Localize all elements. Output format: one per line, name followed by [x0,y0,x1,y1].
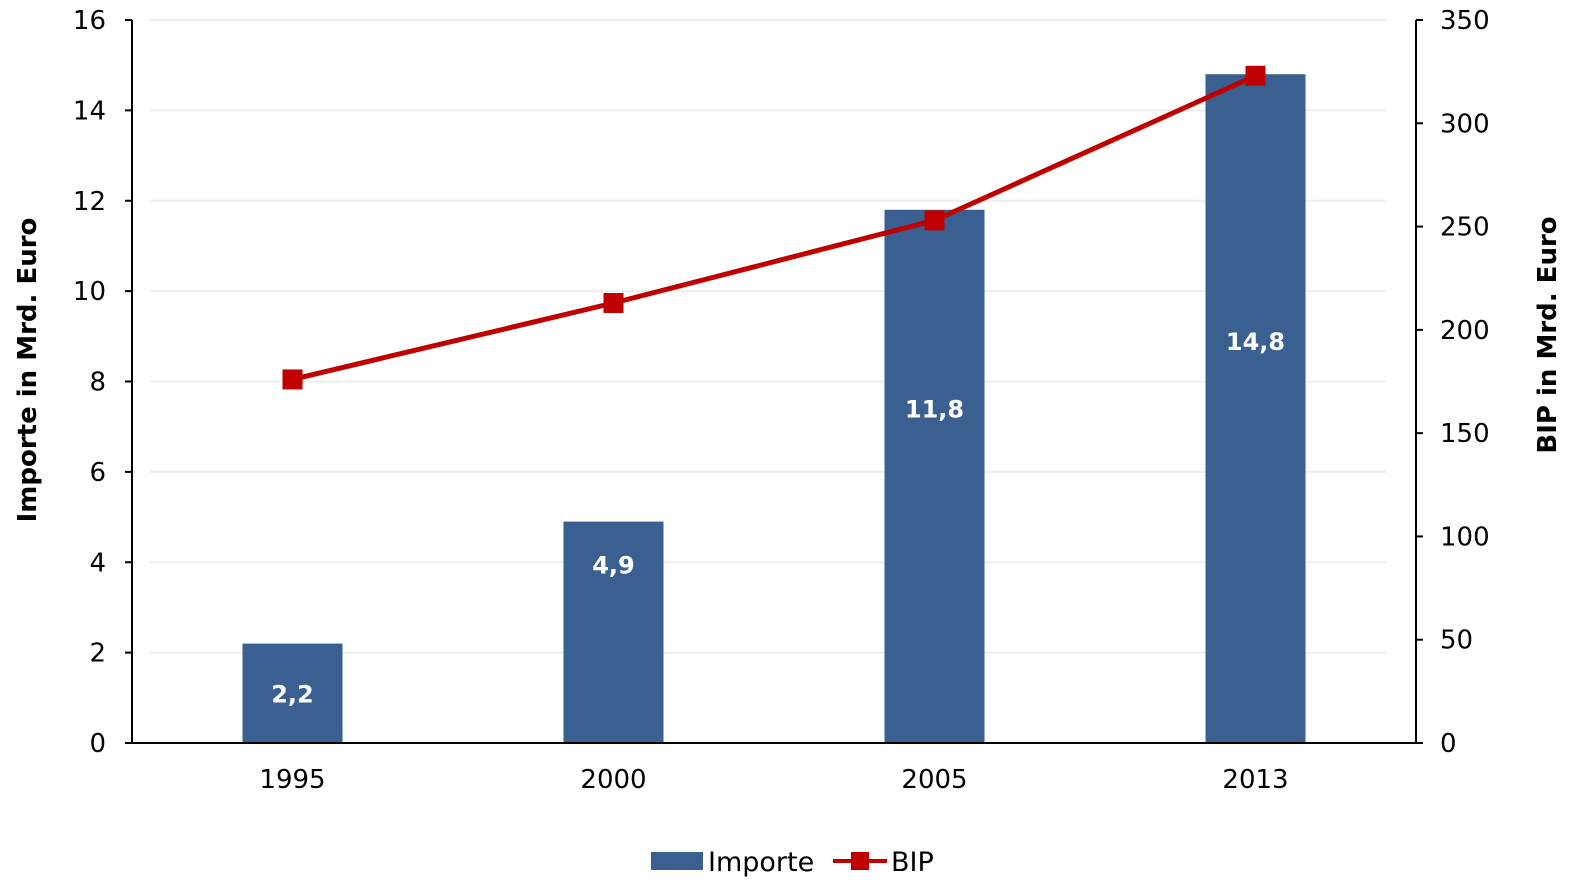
right-axis-ticks: 0 50 100 150 200 250 300 350 [1440,6,1490,759]
x-axis-ticks: 1995 2000 2005 2013 [259,765,1288,795]
right-tick-label: 150 [1440,419,1490,449]
left-tick-label: 14 [73,96,106,126]
left-tick-label: 12 [73,187,106,217]
left-tick-label: 8 [89,368,106,398]
legend-label-bip: BIP [891,847,934,878]
x-tick-label: 1995 [259,765,325,795]
left-tick-label: 10 [73,277,106,307]
line-series-bip [282,65,1266,390]
right-axis-title: BIP in Mrd. Euro [1533,216,1563,453]
bip-line [291,73,1257,382]
x-tick-label: 2013 [1222,765,1288,795]
legend: Importe BIP [651,847,934,878]
left-tick-label: 4 [89,548,106,578]
x-tick-label: 2005 [901,765,967,795]
bar-label-1995: 2,2 [271,680,314,708]
left-tick-label: 0 [89,729,106,759]
left-axis-title: Importe in Mrd. Euro [13,218,43,523]
bar-2005 [884,209,985,744]
bip-marker-1995 [282,369,303,390]
axes [125,19,1423,744]
left-tick-label: 2 [89,639,106,669]
x-tick-label: 2000 [580,765,646,795]
right-tick-label: 250 [1440,213,1490,243]
bar-2013 [1205,74,1306,744]
bip-marker-2013 [1245,65,1266,86]
gridlines [150,19,1386,654]
bip-marker-2005 [924,210,945,231]
bar-2000 [563,521,664,743]
bar-series-importe [242,74,1306,744]
legend-swatch-importe [651,852,703,870]
legend-swatch-bip-marker [851,852,869,870]
right-tick-label: 200 [1440,316,1490,346]
left-tick-label: 6 [89,458,106,488]
bar-label-2000: 4,9 [592,552,635,580]
bip-marker-2000 [603,293,624,314]
bar-label-2005: 11,8 [905,396,964,424]
right-tick-label: 0 [1440,729,1457,759]
bar-label-2013: 14,8 [1226,328,1285,356]
bar-data-labels: 2,2 4,9 11,8 14,8 [271,328,1285,708]
bar-1995 [242,643,343,743]
right-tick-label: 350 [1440,6,1490,36]
left-tick-label: 16 [73,6,106,36]
right-tick-label: 300 [1440,109,1490,139]
legend-label-importe: Importe [708,847,814,878]
right-tick-label: 50 [1440,626,1473,656]
left-axis-ticks: 0 2 4 6 8 10 12 14 16 [73,6,106,759]
right-tick-label: 100 [1440,522,1490,552]
